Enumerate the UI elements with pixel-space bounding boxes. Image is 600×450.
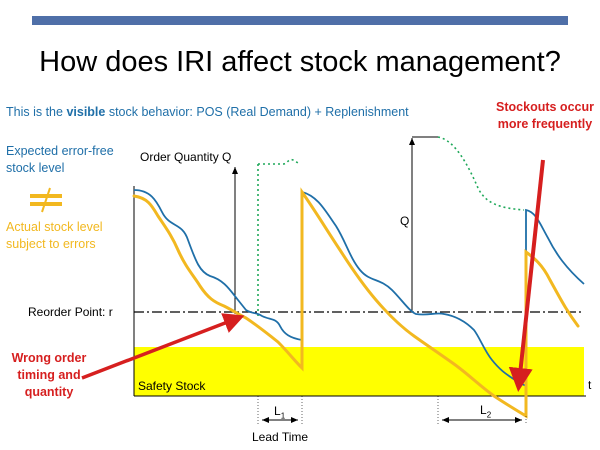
q-label: Q — [400, 214, 410, 228]
subtitle-post: stock behavior: POS (Real Demand) + Repl… — [105, 105, 409, 119]
slide-title: How does IRI affect stock management? — [39, 46, 561, 78]
stockouts-note: Stockouts occur more frequently — [496, 100, 594, 131]
time-axis-label: t — [588, 378, 592, 392]
wrong-order-arrow — [81, 313, 245, 380]
l1-subscript: 1 — [280, 411, 286, 421]
subtitle-bold: visible — [66, 105, 106, 119]
legend-expected-label: Expected error-free stock level — [6, 144, 114, 175]
green-dotted-top-2 — [437, 136, 525, 211]
stockouts-arrow — [508, 159, 545, 392]
actual-stock-curve — [132, 187, 580, 419]
wrong-order-note: Wrong order timing and quantity — [11, 351, 87, 399]
lead-time-label: Lead Time — [252, 430, 309, 444]
subtitle-pre: This is the — [6, 105, 67, 119]
safety-stock-label: Safety Stock — [138, 379, 206, 393]
l1-label: L1 — [274, 404, 285, 420]
green-dotted-top-1 — [258, 158, 301, 165]
reorder-point-label: Reorder Point: r — [28, 305, 113, 319]
l1-text: L — [274, 404, 281, 418]
legend-swatch-icon — [30, 187, 62, 213]
order-quantity-label: Order Quantity Q — [140, 150, 232, 164]
l2-label: L2 — [480, 403, 491, 419]
slide-subtitle: This is the visible stock behavior: POS … — [6, 105, 409, 119]
l2-text: L — [480, 403, 487, 417]
top-accent-bar — [32, 16, 568, 25]
l2-subscript: 2 — [486, 410, 492, 420]
legend-actual-label: Actual stock level subject to errors — [6, 220, 103, 251]
